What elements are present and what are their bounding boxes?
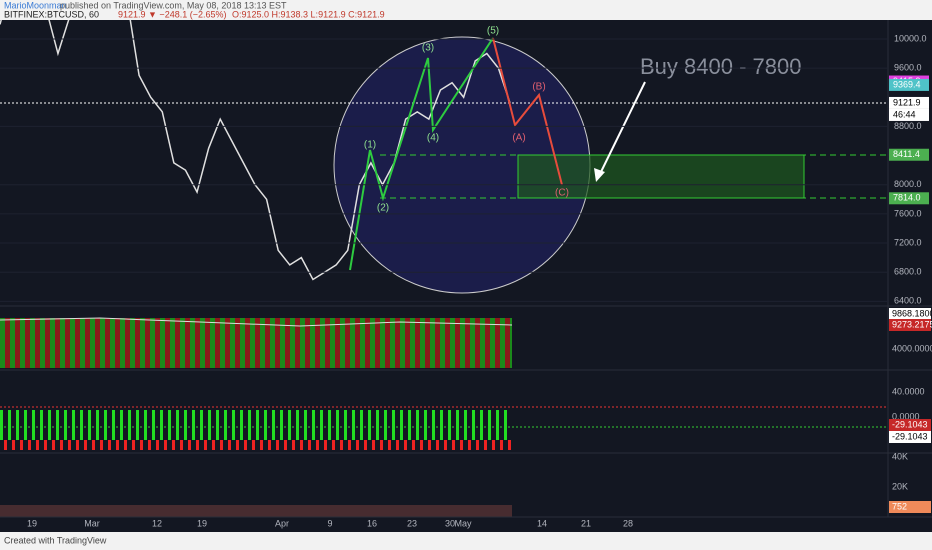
- annotation: Buy 8400 - 7800: [640, 54, 801, 79]
- wave-label: (2): [377, 203, 389, 214]
- x-tick-label: May: [454, 518, 472, 528]
- volume-bars: [0, 505, 512, 517]
- x-tick-label: 23: [407, 518, 417, 528]
- osc1-label-bg: [889, 319, 931, 331]
- y-tick-label: 10000.0: [894, 33, 927, 43]
- wave-label: (C): [555, 188, 569, 199]
- y-tick-label: 7200.0: [894, 237, 922, 247]
- y-tick-label: 6400.0: [894, 296, 922, 306]
- x-tick-label: 19: [27, 518, 37, 528]
- wave-label: (4): [427, 133, 439, 144]
- y-tick-label: 8000.0: [894, 179, 922, 189]
- osc2-label: -29.1043: [892, 431, 928, 441]
- published: published on TradingView.com, May 08, 20…: [60, 0, 287, 10]
- price-label-bg: [889, 192, 929, 205]
- correction-wave: [492, 37, 563, 186]
- osc1-label: 9868.1800: [892, 308, 932, 318]
- osc1-label: 4000.0000: [892, 343, 932, 353]
- wave-label: (A): [512, 133, 525, 144]
- price-label: 9369.4: [893, 79, 921, 89]
- author[interactable]: MarioMoonman: [4, 0, 67, 10]
- osc2-label-bg: [889, 431, 931, 443]
- symbol: BITFINEX:BTCUSD, 60: [4, 9, 99, 19]
- y-tick-label: 6800.0: [894, 267, 922, 277]
- osc2-label: 0.0000: [892, 411, 920, 421]
- x-tick-label: 12: [152, 518, 162, 528]
- osc1-bars: [0, 318, 512, 368]
- x-tick-label: 16: [367, 518, 377, 528]
- osc2-bars: [0, 380, 512, 450]
- footer-bar: [0, 532, 932, 550]
- osc2-label-bg: [889, 419, 931, 431]
- arrow-head: [594, 168, 605, 182]
- osc2-label: 40.0000: [892, 386, 925, 396]
- arrow: [597, 81, 646, 179]
- y-tick-label: 8800.0: [894, 121, 922, 131]
- price-label: 7814.0: [893, 193, 921, 203]
- footer: Created with TradingView: [4, 535, 107, 545]
- osc1-line: [0, 317, 513, 327]
- volume-label: 752: [892, 501, 907, 511]
- osc2-label: -29.1043: [892, 419, 928, 429]
- x-tick-label: 9: [327, 518, 332, 528]
- wave-label: (1): [364, 140, 376, 151]
- wave-label: (3): [422, 43, 434, 54]
- osc1-label: 9273.2175: [892, 319, 932, 329]
- volume-label: 20K: [892, 481, 908, 491]
- x-tick-label: 21: [581, 518, 591, 528]
- price-label: 9121.9: [893, 97, 921, 107]
- x-tick-label: 19: [197, 518, 207, 528]
- impulse-wave: [349, 37, 494, 271]
- ohlc: O:9125.0 H:9138.3 L:9121.9 C:9121.9: [232, 9, 385, 19]
- volume-label: 40K: [892, 451, 908, 461]
- price-label: 8411.4: [893, 149, 920, 159]
- header-bar: [0, 0, 932, 20]
- price-label-bg: [889, 148, 929, 161]
- price-label-bg: [889, 78, 929, 91]
- volume-label-bg: [889, 501, 931, 513]
- countdown: 46:44: [893, 109, 916, 119]
- wave-label: (B): [532, 82, 545, 93]
- countdown-bg: [889, 108, 929, 121]
- last-price: 9121.9 ▼ −248.1 (−2.65%): [118, 9, 226, 19]
- x-tick-label: 30: [445, 518, 455, 528]
- x-tick-label: 14: [537, 518, 547, 528]
- y-tick-label: 9600.0: [894, 62, 922, 72]
- price-label-bg: [889, 96, 929, 109]
- x-tick-label: 28: [623, 518, 633, 528]
- osc1-label-bg: [889, 308, 931, 320]
- x-tick-label: Mar: [84, 518, 100, 528]
- wave-label: (5): [487, 26, 499, 37]
- y-tick-label: 7600.0: [894, 208, 922, 218]
- x-tick-label: Apr: [275, 518, 289, 528]
